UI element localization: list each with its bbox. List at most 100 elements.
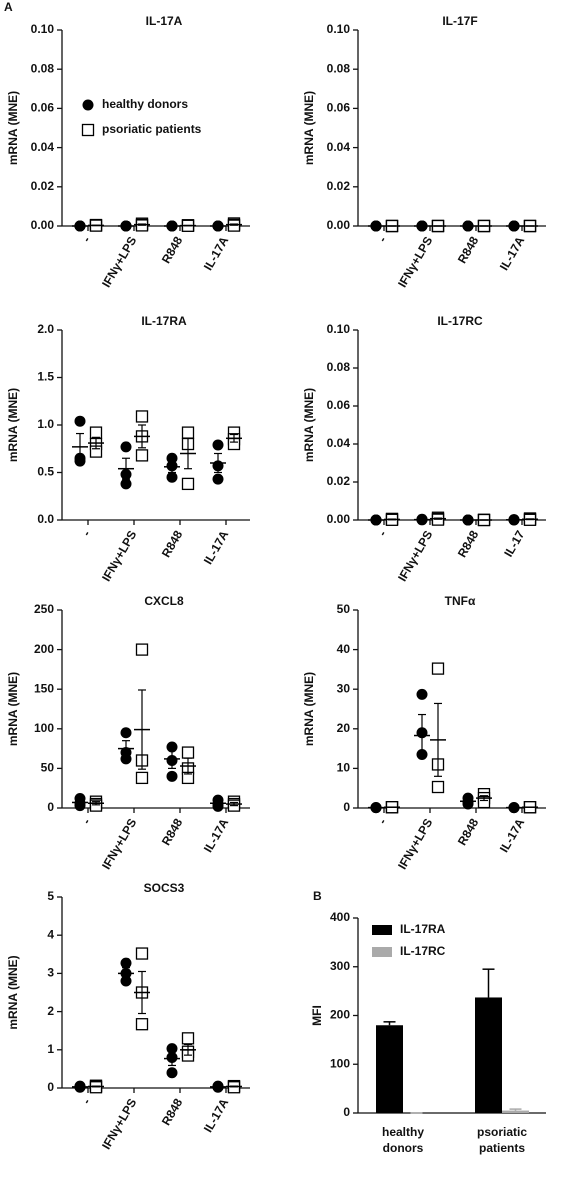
y-tick-label: 5 [47,889,54,903]
chart-title: CXCL8 [144,594,184,608]
panel-label: A [4,0,13,14]
x-tick-label: IFNγ+LPS [99,1096,139,1152]
y-tick-label: 0.06 [31,101,55,115]
legend-marker [81,123,95,137]
legend-marker [372,925,392,935]
point [431,780,445,794]
y-axis-label: mRNA (MNE) [6,672,20,746]
y-tick-label: 4 [47,927,54,941]
x-tick-label: R848 [159,816,186,848]
point [120,957,132,969]
x-tick-label: IL-17A [201,528,232,567]
y-axis-label: mRNA (MNE) [302,672,316,746]
x-tick-label: - [79,234,93,244]
y-tick-label: 0.06 [327,101,351,115]
x-tick-label: IFNγ+LPS [395,528,435,584]
y-tick-label: 20 [337,721,351,735]
point [181,1032,195,1045]
y-tick-label: 10 [337,761,351,775]
y-tick-label: 0 [343,800,350,814]
y-tick-label: 0.04 [327,436,351,450]
y-tick-label: 1.0 [37,417,54,431]
x-tick-label: - [79,816,93,826]
point [120,478,132,490]
chart-title: IL-17A [146,14,183,28]
legend-label: healthy donors [102,97,188,111]
bar [376,1025,403,1113]
y-axis-label: mRNA (MNE) [302,388,316,462]
x-tick-label: IL-17A [201,1096,232,1135]
point [212,439,224,451]
x-tick-label: - [375,528,389,538]
y-tick-label: 0.02 [327,179,351,193]
y-tick-label: 1.5 [37,370,54,384]
y-tick-label: 150 [34,681,54,695]
point [135,771,149,785]
y-tick-label: 300 [330,959,350,973]
x-tick-label: IL-17A [201,234,232,273]
y-tick-label: 0.02 [327,474,351,488]
y-tick-label: 0.04 [31,140,55,154]
x-tick-label: - [79,528,93,538]
y-tick-label: 0.00 [327,512,351,526]
legend-marker [372,947,392,957]
y-axis-label: mRNA (MNE) [6,955,20,1029]
y-tick-label: 50 [337,602,351,616]
chart-title: IL-17RA [141,314,187,328]
bar [502,1110,529,1113]
point [135,947,149,960]
y-tick-label: 0.08 [31,61,55,75]
bar [475,997,502,1113]
y-tick-label: 0.00 [327,218,351,232]
legend-label: psoriatic patients [102,122,202,136]
y-tick-label: 0 [47,800,54,814]
legend-marker [82,99,94,111]
y-axis-label: mRNA (MNE) [6,388,20,462]
y-tick-label: 40 [337,642,351,656]
x-tick-label: - [79,1096,93,1106]
y-tick-label: 100 [34,721,54,735]
point [181,426,195,439]
y-axis-label: mRNA (MNE) [6,91,20,165]
point [74,455,86,467]
chart-title: IL-17RC [437,314,483,328]
x-tick-label: R848 [159,234,186,266]
x-tick-label: IFNγ+LPS [395,816,435,872]
y-tick-label: 200 [330,1008,350,1022]
y-tick-label: 0.08 [327,360,351,374]
y-tick-label: 0.10 [327,22,351,36]
chart-title: TNFα [445,594,476,608]
x-tick-label: IL-17A [201,816,232,855]
x-tick-label: healthy donors [382,1125,424,1155]
point [89,426,103,439]
point [135,410,149,423]
y-tick-label: 0.06 [327,398,351,412]
x-tick-label: IFNγ+LPS [99,816,139,872]
x-tick-label: R848 [159,1096,186,1128]
y-tick-label: 0.08 [327,61,351,75]
y-tick-label: 30 [337,681,351,695]
y-tick-label: 1 [47,1042,54,1056]
point [181,477,195,491]
legend-label: IL-17RA [400,922,446,936]
y-tick-label: 0.10 [31,22,55,36]
panel-label: B [313,889,322,903]
point [416,688,428,700]
x-tick-label: - [375,234,389,244]
x-tick-label: IL-17A [497,816,528,855]
y-tick-label: 250 [34,602,54,616]
y-tick-label: 0.5 [37,465,54,479]
point [135,449,149,462]
x-tick-label: IL-17 [501,528,527,560]
legend-label: IL-17RC [400,944,446,958]
x-tick-label: psoriatic patients [477,1125,527,1155]
x-tick-label: IL-17A [497,234,528,273]
y-tick-label: 50 [41,761,55,775]
y-tick-label: 0.0 [37,512,54,526]
x-tick-label: - [375,816,389,826]
point [181,746,195,759]
point [166,471,178,483]
point [135,1018,149,1031]
y-tick-label: 0 [343,1105,350,1119]
